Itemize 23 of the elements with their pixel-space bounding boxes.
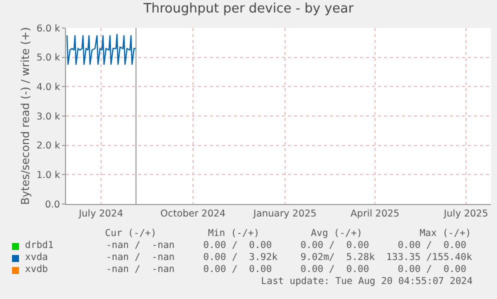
text: Cur (-/+) Min (-/+) Avg (-/+) Max (-/+) — [104, 228, 472, 240]
legend-label: xvdb — [25, 264, 49, 276]
y-tick-label: 2.0 k — [36, 140, 61, 152]
x-tick-label: July 2024 — [78, 208, 124, 220]
y-tick-label: 1.0 k — [36, 170, 61, 181]
text: -nan / -nan 0.00 / 0.00 0.00 / 0.00 0.00 / 0.00 — [106, 240, 466, 252]
text: -nan / -nan 0.00 / 0.00 0.00 / 0.00 0.00 / 0.00 — [106, 264, 466, 276]
legend-label: xvda — [25, 252, 49, 264]
y-tick-label: 3.0 k — [36, 111, 61, 122]
y-tick-label: 4.0 k — [36, 82, 61, 93]
chart-title: Throughput per device - by year — [142, 2, 354, 17]
text: -nan / -nan 0.00 / 3.92k 9.02m/ 5.28k 133.35 /155.40k — [106, 252, 472, 264]
y-tick-label: 5.0 k — [36, 52, 61, 64]
line-series — [66, 33, 137, 66]
legend-label: drbd1 — [25, 240, 55, 252]
text: Last update: Tue Aug 20 04:55:07 2024 — [260, 276, 474, 288]
x-tick-label: January 2025 — [252, 208, 317, 220]
y-axis-title: Bytes/second read (-) / write (+) — [19, 27, 32, 205]
x-tick-label: July 2025 — [442, 208, 488, 220]
x-tick-label: October 2024 — [160, 208, 226, 220]
y-tick-label: 6.0 k — [36, 23, 61, 34]
y-tick-label: 0.0 — [44, 199, 60, 210]
x-tick-label: April 2025 — [350, 208, 400, 220]
